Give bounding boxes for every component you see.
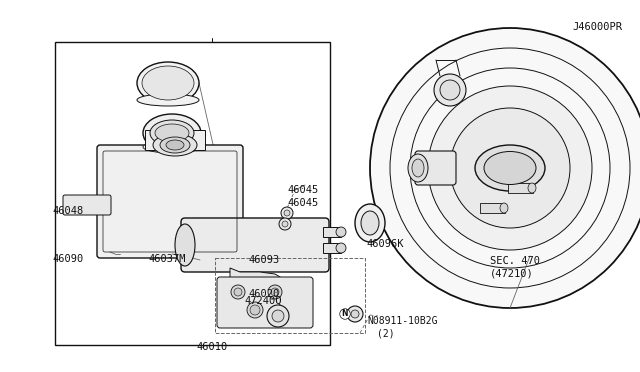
Circle shape bbox=[370, 28, 640, 308]
Ellipse shape bbox=[336, 227, 346, 237]
Text: J46000PR: J46000PR bbox=[572, 22, 622, 32]
Ellipse shape bbox=[153, 134, 197, 156]
Text: N: N bbox=[342, 310, 348, 318]
FancyBboxPatch shape bbox=[63, 195, 111, 215]
Circle shape bbox=[247, 302, 263, 318]
Circle shape bbox=[279, 218, 291, 230]
Circle shape bbox=[268, 285, 282, 299]
Ellipse shape bbox=[475, 145, 545, 191]
Bar bbox=[480, 203, 505, 213]
Ellipse shape bbox=[412, 159, 424, 177]
FancyBboxPatch shape bbox=[181, 218, 329, 272]
Ellipse shape bbox=[355, 204, 385, 242]
Ellipse shape bbox=[528, 183, 536, 193]
Circle shape bbox=[281, 207, 293, 219]
Text: 46096K: 46096K bbox=[366, 239, 403, 249]
Ellipse shape bbox=[361, 211, 379, 235]
Text: SEC. 470: SEC. 470 bbox=[490, 256, 540, 266]
Circle shape bbox=[282, 221, 288, 227]
Ellipse shape bbox=[160, 137, 190, 153]
Circle shape bbox=[234, 288, 242, 296]
Circle shape bbox=[250, 305, 260, 315]
Ellipse shape bbox=[166, 140, 184, 150]
Ellipse shape bbox=[143, 141, 201, 153]
Circle shape bbox=[370, 28, 640, 308]
Ellipse shape bbox=[155, 124, 189, 142]
Bar bbox=[508, 183, 533, 193]
Circle shape bbox=[440, 80, 460, 100]
Ellipse shape bbox=[150, 120, 194, 146]
Circle shape bbox=[284, 210, 290, 216]
Bar bbox=[323, 227, 341, 237]
Circle shape bbox=[231, 285, 245, 299]
Text: 46093: 46093 bbox=[248, 255, 279, 265]
Ellipse shape bbox=[142, 66, 194, 100]
FancyBboxPatch shape bbox=[415, 151, 456, 185]
Ellipse shape bbox=[137, 62, 199, 104]
Text: 46010: 46010 bbox=[196, 342, 228, 352]
Ellipse shape bbox=[484, 151, 536, 185]
Circle shape bbox=[450, 108, 570, 228]
Ellipse shape bbox=[500, 203, 508, 213]
Circle shape bbox=[351, 310, 359, 318]
Ellipse shape bbox=[137, 94, 199, 106]
Circle shape bbox=[428, 86, 592, 250]
Text: 46045: 46045 bbox=[287, 198, 318, 208]
Text: 46045: 46045 bbox=[287, 185, 318, 195]
Ellipse shape bbox=[336, 243, 346, 253]
Circle shape bbox=[347, 306, 363, 322]
Text: (2): (2) bbox=[377, 328, 395, 338]
Polygon shape bbox=[230, 268, 285, 298]
FancyBboxPatch shape bbox=[97, 145, 243, 258]
Text: 46037M: 46037M bbox=[148, 254, 186, 264]
Bar bbox=[323, 243, 341, 253]
Text: 46090: 46090 bbox=[52, 254, 83, 264]
Ellipse shape bbox=[143, 114, 201, 152]
Bar bbox=[55, 42, 330, 345]
FancyBboxPatch shape bbox=[217, 277, 313, 328]
Circle shape bbox=[267, 305, 289, 327]
Circle shape bbox=[272, 310, 284, 322]
Text: 47240Q: 47240Q bbox=[244, 296, 282, 306]
Ellipse shape bbox=[175, 224, 195, 266]
Circle shape bbox=[434, 74, 466, 106]
Bar bbox=[215, 258, 365, 333]
Text: N08911-10B2G: N08911-10B2G bbox=[367, 316, 438, 326]
Ellipse shape bbox=[408, 154, 428, 182]
Bar bbox=[145, 130, 205, 150]
Text: 46020: 46020 bbox=[248, 289, 279, 299]
Text: 46048: 46048 bbox=[52, 206, 83, 216]
Text: (47210): (47210) bbox=[490, 268, 534, 278]
Circle shape bbox=[271, 288, 279, 296]
